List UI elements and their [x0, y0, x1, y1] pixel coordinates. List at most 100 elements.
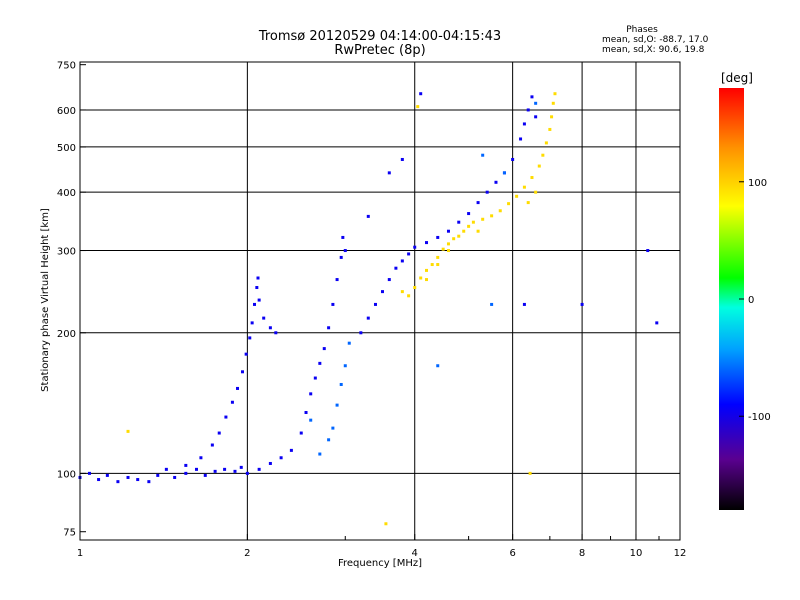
data-point — [257, 298, 261, 302]
data-point — [233, 469, 237, 473]
data-point — [476, 201, 480, 205]
data-point — [515, 194, 519, 198]
data-point — [156, 473, 160, 477]
x-tick-label: 6 — [509, 548, 515, 559]
data-point — [534, 190, 538, 194]
data-point — [467, 212, 471, 216]
data-point — [199, 456, 203, 460]
data-point — [257, 467, 261, 471]
data-point — [87, 471, 91, 475]
data-point — [522, 122, 526, 126]
data-point — [327, 326, 331, 330]
y-tick-label: 400 — [57, 188, 76, 199]
x-tick-label: 12 — [674, 548, 687, 559]
data-point — [419, 92, 423, 96]
data-point — [147, 480, 151, 484]
plot-frame — [79, 61, 681, 541]
data-point — [126, 475, 130, 479]
data-point — [467, 224, 471, 228]
data-point — [387, 278, 391, 282]
data-point — [318, 452, 322, 456]
data-point — [387, 171, 391, 175]
data-point — [256, 276, 260, 280]
data-point — [136, 478, 140, 482]
data-point — [457, 234, 461, 238]
data-point — [485, 190, 489, 194]
data-point — [452, 237, 456, 241]
data-point — [526, 201, 530, 205]
y-tick-label: 100 — [57, 469, 76, 480]
data-point — [548, 127, 552, 131]
data-point — [580, 302, 584, 306]
colorbar-tick-label: -100 — [748, 412, 771, 423]
data-point — [490, 214, 494, 218]
data-point — [481, 217, 485, 221]
data-point — [462, 229, 466, 233]
data-point — [173, 475, 177, 479]
x-tick-label: 1 — [77, 548, 83, 559]
data-point — [530, 176, 534, 180]
y-tick-label: 300 — [57, 247, 76, 258]
data-point — [519, 137, 523, 141]
x-axis-label: Frequency [MHz] — [338, 558, 422, 569]
data-point — [335, 278, 339, 282]
data-point — [498, 209, 502, 213]
data-point — [507, 202, 511, 206]
data-point — [400, 290, 404, 294]
data-point — [255, 286, 259, 290]
data-point — [425, 241, 429, 245]
data-point — [343, 249, 347, 253]
data-point — [407, 294, 411, 298]
x-tick-label: 4 — [412, 548, 418, 559]
data-point — [318, 361, 322, 365]
data-point — [184, 463, 188, 467]
data-point — [223, 467, 227, 471]
data-point — [400, 157, 404, 161]
data-point — [250, 321, 254, 325]
data-point — [116, 480, 120, 484]
data-point — [279, 456, 283, 460]
y-tick-label: 75 — [63, 528, 76, 539]
data-point — [268, 326, 272, 330]
data-point — [240, 370, 244, 374]
data-point — [274, 331, 278, 335]
data-point — [425, 278, 429, 282]
chart-subtitle: RwPretec (8p) — [334, 43, 425, 58]
data-point — [457, 220, 461, 224]
data-point — [304, 410, 308, 414]
data-point — [327, 438, 331, 442]
data-point — [366, 214, 370, 218]
y-tick-label: 750 — [57, 61, 76, 72]
data-point — [522, 185, 526, 189]
y-tick-label: 600 — [57, 106, 76, 117]
data-point — [213, 469, 217, 473]
data-point — [655, 321, 659, 325]
data-point — [313, 376, 317, 380]
data-point — [551, 101, 555, 105]
data-point — [339, 255, 343, 259]
data-point — [335, 403, 339, 407]
data-point — [441, 247, 445, 251]
chart-title: Tromsø 20120529 04:14:00-04:15:43 — [258, 29, 501, 44]
colorbar-ticks: 100 0 -100 — [739, 178, 771, 423]
data-point — [217, 431, 221, 435]
data-point — [436, 263, 440, 267]
data-point — [339, 382, 343, 386]
data-point — [446, 249, 450, 253]
data-point — [341, 235, 345, 239]
data-point — [248, 336, 252, 340]
data-point — [407, 252, 411, 256]
data-point — [511, 157, 515, 161]
data-point — [262, 316, 266, 320]
grid-lines — [80, 62, 680, 540]
colorbar-tick-label: 0 — [748, 295, 754, 306]
y-ticks: 75 100 200 300 400 500 600 750 — [57, 61, 86, 539]
data-point — [530, 95, 534, 99]
data-point — [97, 478, 101, 482]
data-point — [416, 105, 420, 109]
data-point — [522, 302, 526, 306]
data-point — [534, 101, 538, 105]
data-point — [322, 347, 326, 351]
data-point — [380, 290, 384, 294]
data-point — [309, 418, 313, 422]
